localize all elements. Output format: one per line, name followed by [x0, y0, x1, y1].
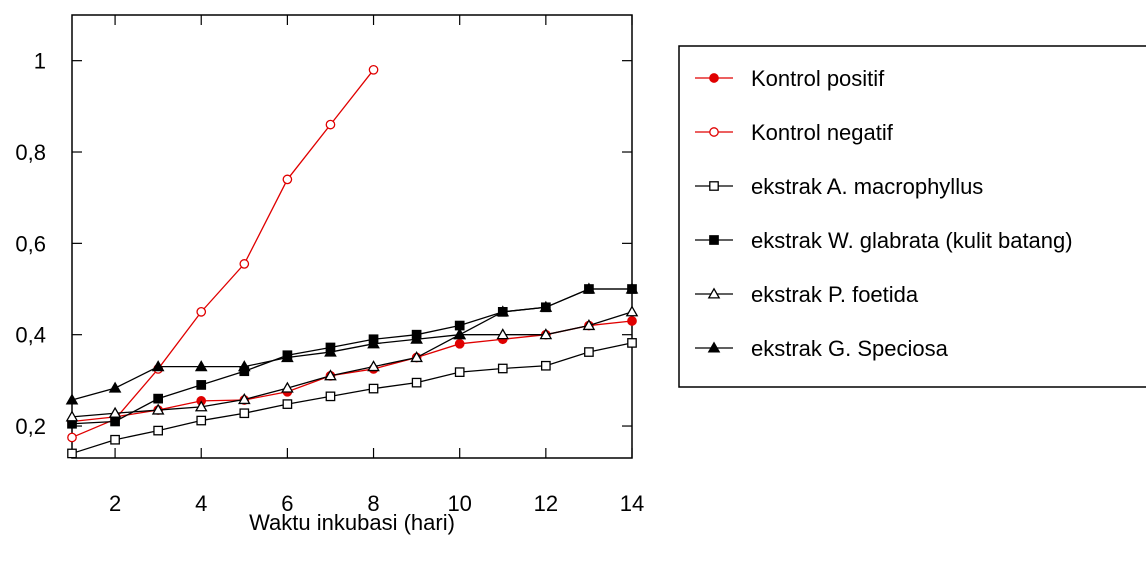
- legend-marker: [709, 181, 719, 191]
- data-point: [539, 328, 553, 340]
- legend-entry: ekstrak W. glabrata (kulit batang): [695, 228, 1073, 253]
- x-tick-label: 2: [109, 491, 121, 516]
- x-tick-label: 4: [195, 491, 207, 516]
- legend-marker: [707, 341, 721, 353]
- data-point: [367, 360, 380, 372]
- data-point: [67, 432, 77, 443]
- data-point: [108, 406, 122, 418]
- data-point: [627, 338, 637, 348]
- data-point: [324, 345, 337, 357]
- series-line: [71, 342, 633, 455]
- legend-label: ekstrak G. Speciosa: [751, 336, 949, 361]
- legend-entry: ekstrak A. macrophyllus: [695, 174, 983, 199]
- data-point: [496, 328, 510, 340]
- x-tick-label: 6: [281, 491, 293, 516]
- data-point: [584, 347, 594, 357]
- y-tick-label: 1: [34, 49, 46, 74]
- data-point: [281, 351, 294, 363]
- series-2: [67, 64, 379, 443]
- data-point: [239, 408, 250, 419]
- data-point: [540, 360, 551, 371]
- legend-label: Kontrol negatif: [751, 120, 894, 145]
- data-point: [410, 332, 423, 344]
- data-point: [108, 381, 122, 393]
- data-point: [110, 434, 120, 445]
- legend-label: ekstrak P. foetida: [751, 282, 919, 307]
- data-point: [194, 400, 208, 412]
- data-point: [625, 305, 639, 317]
- legend-label: Kontrol positif: [751, 66, 885, 91]
- legend-frame: [678, 45, 1146, 388]
- data-point: [239, 259, 250, 269]
- data-point: [196, 307, 207, 317]
- series-line: [71, 320, 633, 423]
- legend-entry: Kontrol negatif: [695, 120, 894, 145]
- data-point: [67, 448, 77, 459]
- legend-marker: [709, 127, 719, 137]
- legend-entry: ekstrak G. Speciosa: [695, 336, 949, 361]
- data-point: [325, 119, 336, 130]
- legend-marker: [707, 287, 721, 299]
- legend-entry: ekstrak P. foetida: [695, 282, 919, 307]
- data-point: [196, 380, 207, 390]
- data-point: [151, 360, 165, 372]
- data-point: [625, 282, 639, 294]
- data-point: [539, 300, 553, 312]
- data-point: [324, 369, 337, 381]
- data-point: [110, 416, 120, 427]
- data-point: [282, 174, 293, 185]
- data-point: [65, 393, 79, 405]
- y-tick-label: 0,8: [15, 140, 46, 165]
- legend-marker: [709, 73, 719, 83]
- data-point: [282, 399, 293, 409]
- data-point: [454, 338, 465, 349]
- data-point: [454, 367, 465, 377]
- data-point: [281, 381, 294, 393]
- data-point: [153, 425, 164, 436]
- x-tick-label: 12: [534, 491, 558, 516]
- data-point: [453, 328, 467, 340]
- x-tick-label: 10: [447, 491, 471, 516]
- y-tick-label: 0,4: [15, 323, 46, 348]
- x-tick-label: 14: [620, 491, 644, 516]
- series-3: [67, 338, 637, 459]
- legend-marker: [709, 235, 719, 245]
- data-point: [367, 337, 380, 349]
- x-axis-title: Waktu inkubasi (hari): [249, 510, 455, 535]
- series-line: [71, 311, 633, 418]
- data-point: [497, 363, 508, 374]
- data-point: [410, 351, 423, 363]
- series-line: [71, 288, 632, 401]
- data-point: [237, 393, 251, 405]
- data-point: [153, 393, 164, 404]
- data-point: [194, 360, 208, 372]
- series-6: [65, 282, 639, 405]
- legend-label: ekstrak A. macrophyllus: [751, 174, 983, 199]
- data-point: [325, 391, 336, 402]
- data-point: [582, 319, 596, 331]
- x-tick-label: 8: [367, 491, 379, 516]
- data-point: [368, 383, 379, 394]
- data-point: [627, 316, 637, 326]
- y-tick-label: 0,2: [15, 414, 46, 439]
- series-line: [71, 69, 375, 439]
- data-point: [582, 282, 596, 294]
- data-point: [368, 64, 379, 75]
- y-tick-label: 0,6: [15, 231, 46, 256]
- data-point: [151, 403, 165, 415]
- data-point: [196, 415, 207, 426]
- series-4: [67, 284, 637, 429]
- data-point: [411, 377, 422, 388]
- legend: Kontrol positif Kontrol negatif ekstrak A.…: [678, 45, 1146, 388]
- plot-frame: [71, 14, 633, 459]
- data-point: [496, 305, 510, 317]
- legend-entry: Kontrol positif: [695, 66, 885, 91]
- data-point: [65, 410, 79, 422]
- data-point: [237, 360, 251, 372]
- plot-area: 2 4 6 8 10 12 14 0,2 0,4 0,6 0,8 1: [15, 14, 644, 516]
- legend-label: ekstrak W. glabrata (kulit batang): [751, 228, 1073, 253]
